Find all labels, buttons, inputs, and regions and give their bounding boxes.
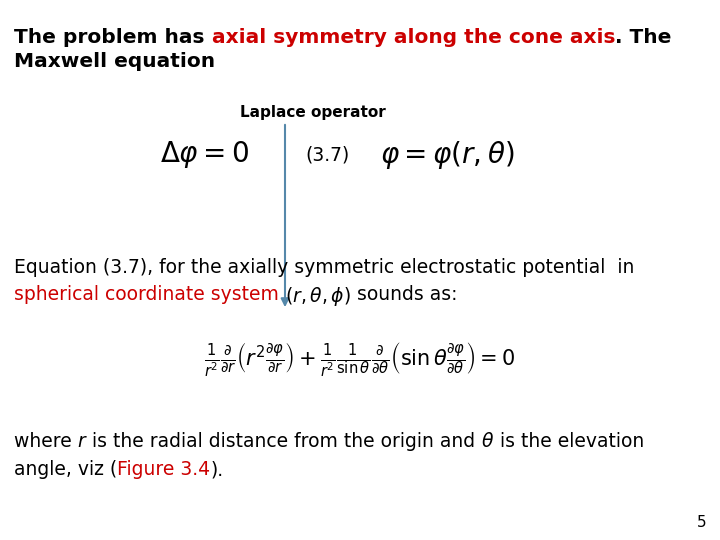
Text: $\theta$: $\theta$ [481, 432, 494, 451]
Text: is the radial distance from the origin and: is the radial distance from the origin a… [86, 432, 481, 451]
Text: Equation (3.7), for the axially symmetric electrostatic potential  in: Equation (3.7), for the axially symmetri… [14, 258, 634, 277]
Text: axial symmetry along the cone axis: axial symmetry along the cone axis [212, 28, 615, 47]
Text: 5: 5 [696, 515, 706, 530]
Text: Laplace operator: Laplace operator [240, 105, 386, 120]
Text: $\Delta\varphi = 0$: $\Delta\varphi = 0$ [160, 139, 249, 171]
Text: The problem has: The problem has [14, 28, 212, 47]
Text: sounds as:: sounds as: [351, 285, 457, 304]
Text: ).: ). [210, 460, 223, 479]
Text: (3.7): (3.7) [305, 145, 349, 165]
Text: $\frac{1}{r^2}\frac{\partial}{\partial r}\left(r^2\frac{\partial\varphi}{\partia: $\frac{1}{r^2}\frac{\partial}{\partial r… [204, 341, 516, 379]
Text: Maxwell equation: Maxwell equation [14, 52, 215, 71]
Text: . The: . The [615, 28, 671, 47]
Text: spherical coordinate system: spherical coordinate system [14, 285, 285, 304]
Text: Figure 3.4: Figure 3.4 [117, 460, 210, 479]
Text: is the elevation: is the elevation [494, 432, 644, 451]
Text: where: where [14, 432, 78, 451]
Text: $\varphi = \varphi(r, \theta)$: $\varphi = \varphi(r, \theta)$ [380, 139, 515, 171]
Text: angle, viz (: angle, viz ( [14, 460, 117, 479]
Text: $(r,\theta,\phi)$: $(r,\theta,\phi)$ [285, 285, 351, 308]
Text: r: r [78, 432, 86, 451]
